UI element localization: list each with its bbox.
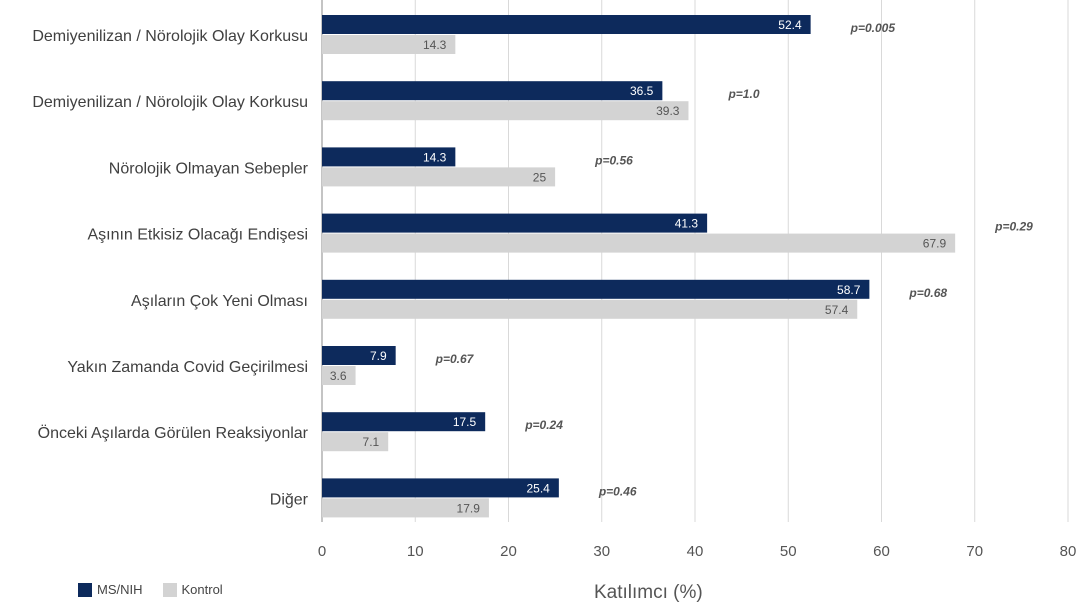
p-value-label: p=0.68 — [908, 286, 947, 300]
bar-value-label: 67.9 — [923, 237, 947, 251]
x-tick-label: 50 — [780, 543, 797, 560]
legend-label-ms: MS/NIH — [97, 582, 143, 597]
bar-kontrol — [322, 233, 956, 253]
bar-ms — [322, 81, 663, 101]
bar-kontrol — [322, 101, 689, 121]
p-value-label: p=0.29 — [994, 220, 1033, 234]
bar-value-label: 25 — [533, 170, 547, 184]
category-label: Diğer — [270, 491, 309, 508]
category-label: Demiyenilizan / Nörolojik Olay Korkusu — [32, 28, 308, 45]
bar-value-label: 7.9 — [370, 349, 387, 363]
x-tick-label: 70 — [966, 543, 983, 560]
legend-swatch-kontrol — [162, 582, 177, 597]
bar-kontrol — [322, 299, 858, 319]
bar-kontrol — [322, 35, 456, 54]
p-value-label: p=1.0 — [727, 87, 759, 101]
x-tick-label: 80 — [1060, 543, 1077, 560]
x-axis-title: Katılımcı (%) — [594, 582, 703, 603]
p-value-label: p=0.24 — [524, 418, 563, 432]
category-label: Aşının Etkisiz Olacağı Endişesi — [87, 227, 308, 244]
bar-value-label: 41.3 — [675, 217, 699, 231]
legend-swatch-ms — [78, 582, 92, 597]
x-tick-label: 40 — [687, 543, 704, 560]
bar-ms — [322, 412, 486, 432]
bar-value-label: 25.4 — [526, 481, 550, 495]
x-tick-label: 20 — [500, 543, 517, 560]
p-value-label: p=0.67 — [435, 352, 475, 366]
x-tick-label: 60 — [873, 543, 890, 560]
legend-item-ms: MS/NIH — [78, 582, 143, 597]
bar-kontrol — [322, 366, 356, 385]
bar-value-label: 7.1 — [363, 435, 380, 449]
category-label: Demiyenilizan / Nörolojik Olay Korkusu — [32, 94, 308, 111]
p-value-label: p=0.56 — [594, 153, 633, 167]
bar-value-label: 36.5 — [630, 84, 654, 98]
category-label: Önceki Aşılarda Görülen Reaksiyonlar — [38, 424, 309, 442]
bar-ms — [322, 213, 708, 233]
legend: MS/NIH Kontrol — [78, 582, 223, 597]
bar-value-label: 17.5 — [453, 415, 477, 429]
bar-value-label: 39.3 — [656, 104, 680, 118]
bar-kontrol — [322, 498, 489, 518]
bar-kontrol — [322, 167, 556, 187]
bar-ms — [322, 346, 396, 365]
bar-value-label: 3.6 — [330, 369, 347, 383]
bar-value-label: 14.3 — [423, 38, 447, 52]
category-label: Aşıların Çok Yeni Olması — [131, 293, 308, 310]
x-tick-label: 30 — [593, 543, 610, 560]
bar-ms — [322, 478, 559, 498]
bar-value-label: 58.7 — [837, 283, 861, 297]
bar-ms — [322, 15, 811, 34]
bar-kontrol — [322, 432, 389, 452]
legend-label-kontrol: Kontrol — [181, 582, 223, 597]
x-tick-label: 10 — [407, 543, 424, 560]
category-label: Nörolojik Olmayan Sebepler — [109, 160, 309, 177]
bar-value-label: 14.3 — [423, 150, 447, 164]
bar-ms — [322, 147, 456, 167]
bar-value-label: 17.9 — [457, 501, 481, 515]
legend-item-kontrol: Kontrol — [162, 582, 223, 597]
bar-value-label: 52.4 — [778, 18, 802, 32]
p-value-label: p=0.46 — [598, 484, 637, 498]
x-tick-label: 0 — [318, 543, 326, 560]
p-value-label: p=0.005 — [850, 21, 896, 35]
category-label: Yakın Zamanda Covid Geçirilmesi — [67, 359, 308, 376]
bar-value-label: 57.4 — [825, 303, 849, 317]
bar-ms — [322, 279, 870, 299]
